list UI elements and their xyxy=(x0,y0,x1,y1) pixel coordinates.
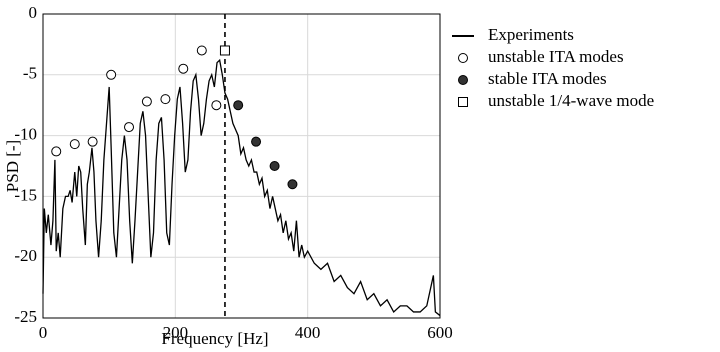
marker xyxy=(141,96,152,107)
x-tick-label: 400 xyxy=(295,323,321,342)
x-tick-label: 600 xyxy=(427,323,453,342)
marker xyxy=(251,136,262,147)
y-tick-label: -25 xyxy=(14,307,37,326)
marker xyxy=(160,94,171,105)
marker xyxy=(178,63,189,74)
marker xyxy=(106,69,117,80)
marker xyxy=(87,136,98,147)
legend-swatch xyxy=(458,75,468,85)
data-line xyxy=(42,58,441,317)
marker xyxy=(219,45,230,56)
legend-label: Experiments xyxy=(488,25,574,44)
marker xyxy=(287,179,298,190)
plot-frame xyxy=(42,13,441,319)
y-tick-label: -20 xyxy=(14,246,37,265)
marker xyxy=(196,45,207,56)
legend-label: stable ITA modes xyxy=(488,69,607,88)
marker xyxy=(69,139,80,150)
marker xyxy=(211,100,222,111)
legend-swatch xyxy=(458,97,468,107)
x-tick-label: 0 xyxy=(39,323,48,342)
legend-label: unstable 1/4-wave mode xyxy=(488,91,654,110)
x-axis-label: Frequency [Hz] xyxy=(161,329,268,348)
y-tick-label: -5 xyxy=(23,64,37,83)
legend-swatch xyxy=(458,53,468,63)
y-tick-label: -15 xyxy=(14,185,37,204)
y-tick-label: -10 xyxy=(14,125,37,144)
marker xyxy=(124,122,135,133)
y-axis-label: PSD [-] xyxy=(3,140,22,192)
marker xyxy=(269,161,280,171)
legend-label: unstable ITA modes xyxy=(488,47,624,66)
x-tick-label: 200 xyxy=(163,323,189,342)
marker xyxy=(233,100,244,111)
y-tick-label: 0 xyxy=(29,3,38,22)
marker xyxy=(51,146,62,157)
